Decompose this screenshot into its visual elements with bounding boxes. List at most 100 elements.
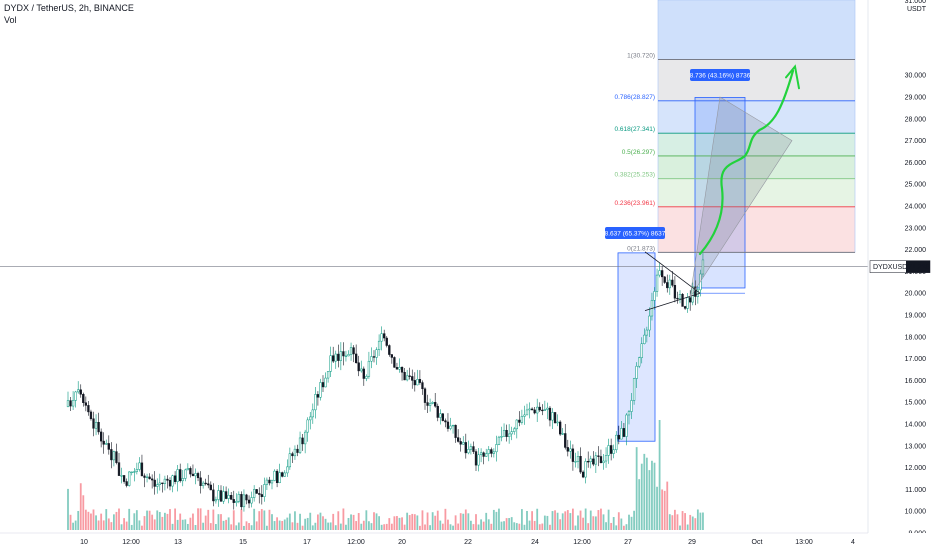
volume-bar	[452, 525, 454, 530]
volume-bar	[633, 510, 635, 530]
candle	[441, 413, 445, 421]
price-range-measure-2[interactable]	[694, 97, 746, 289]
volume-bar	[357, 513, 360, 530]
candle	[163, 478, 167, 484]
candle	[240, 494, 243, 508]
volume-bar	[339, 523, 342, 530]
volume-bar	[291, 522, 294, 530]
volume-bar	[186, 523, 189, 530]
volume-bar	[434, 515, 437, 530]
candle	[413, 380, 416, 386]
candle	[564, 433, 567, 448]
candle	[615, 434, 618, 451]
candle	[385, 337, 388, 346]
candle	[199, 477, 202, 486]
volume-bar	[549, 524, 551, 530]
volume-bar	[472, 524, 475, 530]
price-tick: 23.000	[905, 225, 927, 232]
volume-bar	[92, 509, 95, 530]
candle	[301, 437, 304, 445]
candle	[479, 452, 483, 456]
candle	[227, 495, 230, 499]
candle	[444, 420, 447, 423]
volume-bar	[133, 513, 136, 530]
candle	[232, 499, 235, 503]
volume-bar	[97, 520, 100, 530]
volume-bar	[72, 522, 74, 530]
candle	[400, 366, 404, 373]
volume-bar	[227, 517, 230, 530]
volume-bar	[694, 518, 697, 530]
volume-bar	[368, 521, 370, 530]
candle	[352, 347, 355, 355]
candle	[306, 419, 309, 433]
candle	[645, 329, 649, 336]
candle	[339, 351, 343, 361]
volume-bar	[197, 508, 199, 530]
volume-bar	[597, 510, 600, 530]
volume-bar	[329, 522, 332, 530]
candle	[502, 429, 506, 437]
candle	[403, 371, 406, 381]
volume-bar	[74, 520, 77, 530]
candle	[640, 343, 643, 358]
price-axis[interactable]	[868, 0, 932, 550]
time-axis[interactable]	[0, 533, 932, 550]
volume-indicator-label[interactable]: Vol	[4, 15, 17, 25]
candle	[171, 475, 174, 487]
volume-bar	[559, 519, 562, 530]
time-tick: 12:00	[573, 539, 591, 546]
candle	[434, 402, 437, 407]
volume-bar	[666, 481, 669, 530]
candle	[245, 494, 248, 501]
volume-bar	[304, 518, 307, 530]
price-tick: 25.000	[905, 182, 927, 189]
volume-bar	[416, 515, 419, 530]
volume-bar	[102, 520, 105, 530]
volume-bar	[674, 509, 676, 530]
volume-bar	[143, 516, 146, 530]
candle	[168, 480, 172, 487]
candle	[286, 466, 289, 474]
candle	[406, 375, 409, 381]
candle	[622, 428, 626, 437]
volume-bar	[352, 514, 355, 530]
volume-bar	[681, 511, 684, 530]
volume-bar	[696, 509, 699, 530]
candle	[541, 409, 544, 412]
volume-bar	[577, 515, 579, 530]
price-tick: 27.000	[905, 138, 927, 145]
candle	[110, 449, 113, 461]
candle	[661, 270, 664, 278]
candle	[153, 479, 156, 487]
volume-bar	[457, 523, 460, 530]
volume-bar	[538, 524, 541, 530]
projection-arrow[interactable]	[698, 69, 795, 256]
volume-bar	[189, 517, 192, 530]
price-range-measure-1[interactable]	[617, 252, 656, 442]
volume-bar	[253, 508, 256, 530]
volume-bar	[663, 490, 666, 530]
volume-bar	[630, 516, 633, 530]
volume-bar	[337, 511, 340, 530]
candle	[630, 400, 633, 412]
candle	[242, 494, 246, 508]
currency-label: USDT	[907, 6, 927, 13]
projection-wedge[interactable]	[689, 96, 793, 298]
price-tick: 13.000	[905, 443, 927, 450]
candle	[143, 475, 146, 478]
volume-bar	[648, 470, 651, 530]
candle	[304, 431, 307, 445]
candle	[349, 347, 353, 355]
candle	[179, 469, 182, 482]
volume-bar	[541, 523, 544, 530]
volume-bar	[623, 525, 625, 530]
volume-bar	[510, 517, 513, 530]
candle	[513, 428, 516, 432]
volume-bar	[401, 517, 403, 530]
fib-level-label: 0(21.873)	[627, 245, 655, 252]
volume-bar	[638, 479, 641, 530]
candle	[97, 421, 100, 433]
candle	[589, 458, 592, 462]
